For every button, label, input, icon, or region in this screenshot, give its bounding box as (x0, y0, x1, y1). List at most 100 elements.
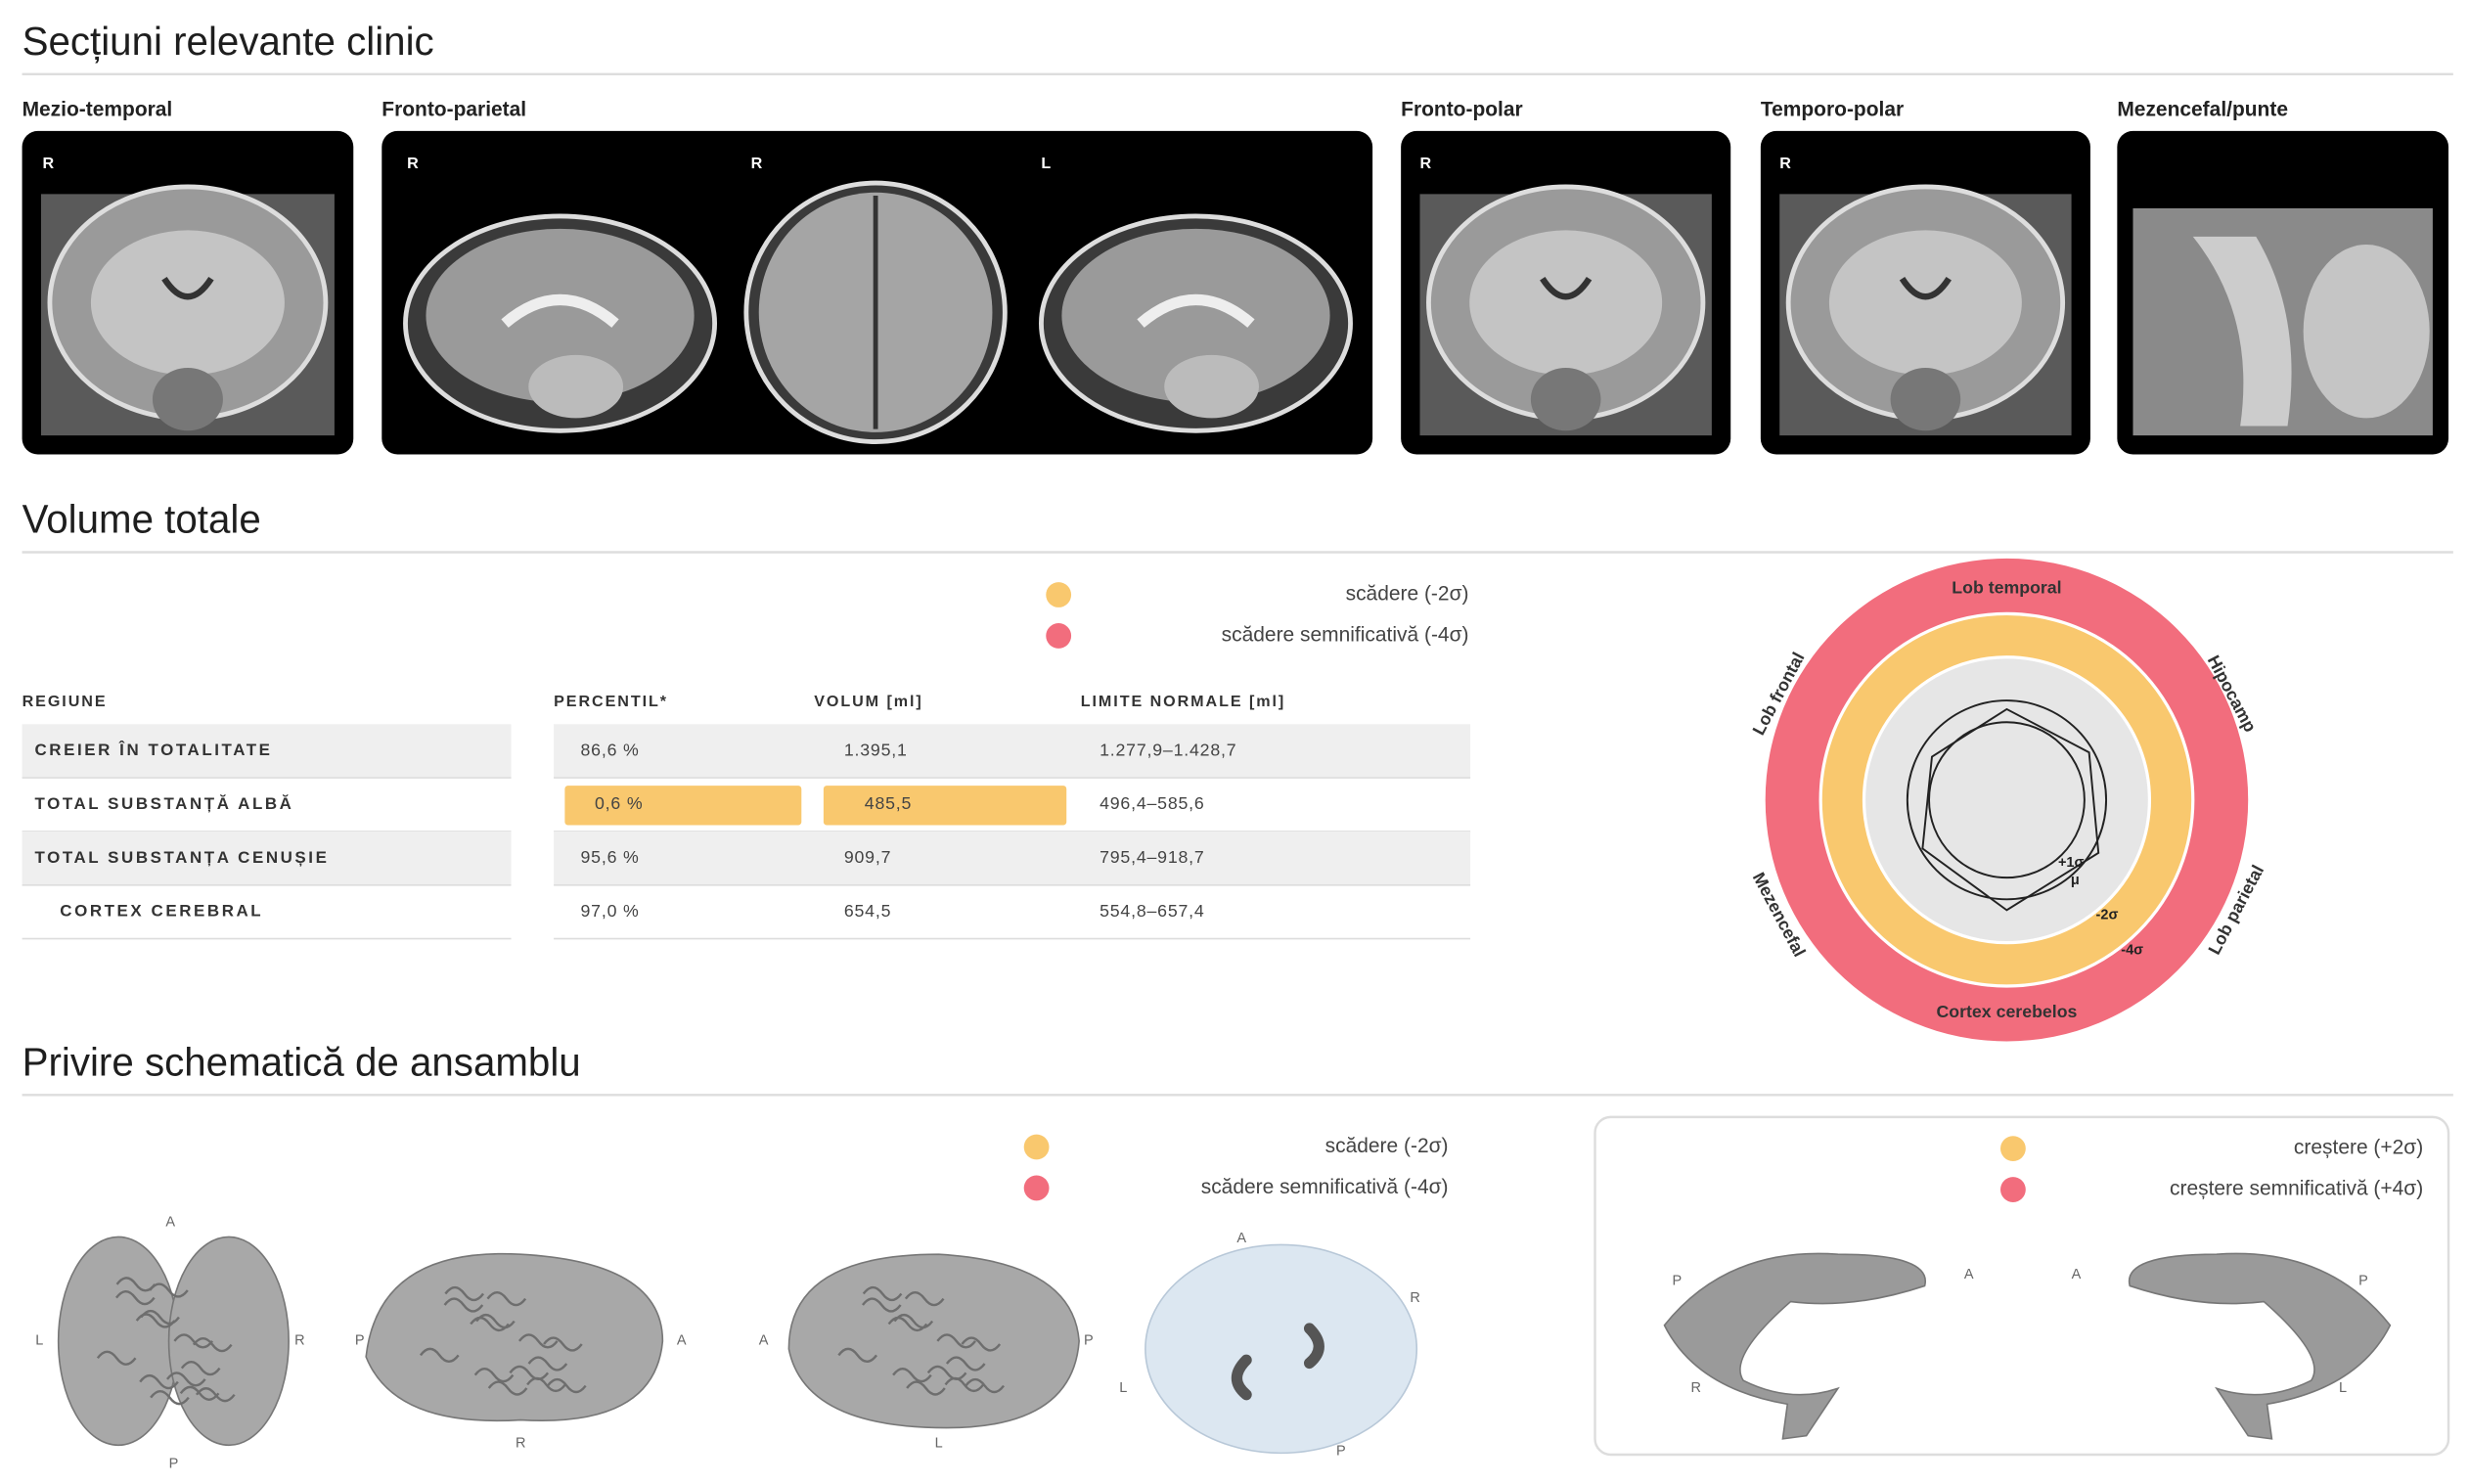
gyrus (149, 1282, 189, 1298)
legend-swatch (2000, 1136, 2026, 1162)
gyrus (180, 1360, 221, 1376)
legend-label: scădere (-2σ) (1325, 1135, 1449, 1157)
gyrus (473, 1367, 515, 1383)
direction-label: A (759, 1333, 769, 1349)
slice-label: Mezencefal/punte (2117, 98, 2288, 120)
gyrus (861, 1297, 902, 1313)
highlight-cell (823, 786, 1067, 826)
mri-brainstem (1890, 368, 1961, 431)
table-cell: 1.395,1 (844, 740, 908, 759)
ventricle-render (1663, 1252, 1926, 1440)
gyrus (140, 1309, 180, 1326)
profile-polygon (1921, 707, 2100, 912)
section-title: Volume totale (22, 497, 261, 541)
legend-label: scădere semnificativă (-4σ) (1201, 1176, 1449, 1198)
direction-label: P (1673, 1273, 1683, 1288)
level-label: +1σ (2058, 855, 2085, 871)
gyrus (443, 1297, 484, 1313)
legend-label: scădere semnificativă (-4σ) (1222, 623, 1469, 646)
gyrus (965, 1377, 1006, 1394)
direction-label: P (169, 1456, 179, 1471)
mri-ventricle (161, 276, 214, 300)
legend-label: creștere (+2σ) (2294, 1137, 2423, 1159)
row-shade (22, 724, 512, 779)
gyrus (150, 1390, 190, 1406)
direction-label: R (1690, 1380, 1700, 1396)
table-cell: 654,5 (844, 901, 891, 921)
gyrus (526, 1376, 566, 1393)
gyrus (173, 1333, 214, 1349)
mri-cerebellum (2303, 244, 2430, 419)
orientation-label: L (1041, 155, 1051, 172)
table-cell: 795,4–918,7 (1100, 847, 1205, 867)
mri-brainstem (1530, 368, 1601, 431)
legend-label: creștere semnificativă (+4σ) (2170, 1178, 2423, 1200)
mri-cerebellum (1164, 354, 1259, 419)
gyrus (546, 1377, 587, 1394)
direction-label: P (2358, 1273, 2368, 1288)
mri-white-matter (1828, 230, 2022, 376)
mri-white-matter (1469, 230, 1663, 376)
region-name: CREIER ÎN TOTALITATE (34, 741, 272, 759)
gyrus (114, 1289, 156, 1306)
direction-label: A (1236, 1231, 1246, 1246)
direction-label: L (35, 1333, 43, 1349)
direction-label: L (1119, 1380, 1127, 1396)
level-label: -2σ (2096, 908, 2119, 923)
direction-label: A (2072, 1267, 2082, 1282)
gyrus (509, 1365, 550, 1381)
gyrus (893, 1313, 934, 1329)
level-ring (1862, 655, 2152, 945)
axis-label: Lob temporal (1952, 577, 2061, 597)
orientation-label: R (1779, 155, 1791, 172)
table-cell: 86,6 % (581, 740, 640, 759)
gyrus (936, 1333, 976, 1349)
legend-swatch (1046, 582, 1072, 607)
gyrus (543, 1336, 583, 1352)
increase-panel (1594, 1115, 2450, 1457)
direction-label: A (677, 1333, 687, 1349)
gyrus (139, 1373, 179, 1390)
gyrus (195, 1387, 236, 1403)
gyrus (904, 1290, 945, 1307)
table-cell: 1.277,9–1.428,7 (1100, 740, 1236, 759)
direction-label: R (294, 1333, 304, 1349)
mri-brain (1061, 228, 1330, 403)
ventricle-render (2128, 1252, 2392, 1440)
mri-corpus-callosum (1137, 293, 1255, 328)
legend-label: scădere (-2σ) (1346, 583, 1469, 606)
mri-ventricle (1899, 276, 1952, 300)
region-name: TOTAL SUBSTANȚA CENUȘIE (34, 848, 329, 867)
direction-label: P (355, 1333, 365, 1349)
orientation-label: R (407, 155, 419, 172)
gyrus (892, 1367, 932, 1383)
row-shade (554, 831, 1471, 885)
legend-swatch (1023, 1175, 1050, 1201)
row-shade (22, 831, 512, 885)
gyrus (945, 1356, 986, 1372)
level-label: μ (2071, 873, 2080, 888)
table-cell: 485,5 (865, 793, 912, 813)
mri-cerebellum (528, 354, 624, 419)
legend-swatch (1046, 623, 1072, 649)
table-cell: 496,4–585,6 (1100, 793, 1205, 813)
direction-label: A (165, 1215, 175, 1231)
gyrus (165, 1372, 206, 1387)
orientation-label: R (751, 155, 763, 172)
gyrus (887, 1316, 928, 1332)
gyrus (475, 1313, 516, 1329)
table-cell: 909,7 (844, 847, 891, 867)
table-cell: 97,0 % (581, 901, 640, 921)
gyrus (926, 1365, 967, 1381)
level-label: -4σ (2121, 943, 2143, 959)
brain-render (365, 1252, 664, 1422)
table-cell: 554,8–657,4 (1100, 901, 1205, 921)
slice-label: Fronto-parietal (382, 98, 526, 120)
gyrus (487, 1380, 528, 1396)
level-ring (1906, 699, 2108, 901)
brain-render (167, 1236, 290, 1447)
gyrus (486, 1290, 527, 1307)
brain-render (57, 1236, 180, 1447)
direction-label: A (1964, 1267, 1974, 1282)
